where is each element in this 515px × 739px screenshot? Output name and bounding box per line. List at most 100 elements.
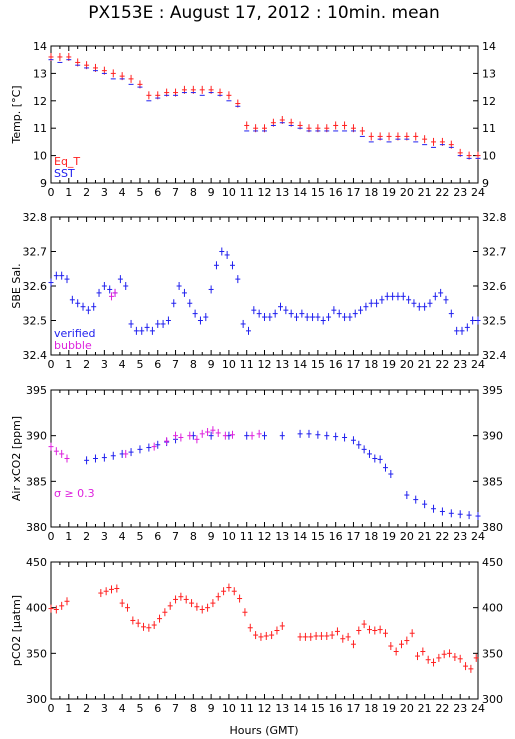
y-tick-label-right: 13 xyxy=(482,67,496,80)
x-tick-label: 18 xyxy=(364,702,378,715)
y-tick-label-left: 390 xyxy=(26,430,47,443)
y-tick-label-right: 350 xyxy=(482,647,503,660)
x-tick-label: 4 xyxy=(119,358,126,371)
x-tick-label: 12 xyxy=(258,702,272,715)
x-tick-label: 4 xyxy=(119,186,126,199)
annotation: σ ≥ 0.3 xyxy=(54,487,95,500)
x-tick-label: 6 xyxy=(154,702,161,715)
series-1 xyxy=(48,247,481,335)
legend-entry: verified xyxy=(54,327,96,340)
series-1 xyxy=(84,429,481,521)
x-tick-label: 7 xyxy=(172,358,179,371)
x-tick-label: 7 xyxy=(172,186,179,199)
x-tick-label: 20 xyxy=(400,358,414,371)
x-tick-label: 0 xyxy=(48,358,55,371)
x-tick-label: 16 xyxy=(329,186,343,199)
x-tick-label: 6 xyxy=(154,358,161,371)
series-1 xyxy=(48,583,479,673)
panel-1: 0 1 2 3 4 5 6 7 8 9 10 11 12 13 14 15 16 17 18 19 20 21 22 23 24… xyxy=(10,40,496,199)
x-tick-label: 16 xyxy=(329,702,343,715)
x-tick-label: 12 xyxy=(258,530,272,543)
y-tick-label-right: 400 xyxy=(482,602,503,615)
plot-frame xyxy=(50,45,479,184)
x-tick-label: 22 xyxy=(435,186,449,199)
y-axis-label: Air xCO2 [ppm] xyxy=(10,416,23,501)
x-tick-label: 17 xyxy=(346,186,360,199)
y-tick-label-left: 395 xyxy=(26,384,47,397)
x-tick-label: 24 xyxy=(471,530,485,543)
y-tick-label-right: 32.7 xyxy=(482,246,507,259)
panel-2: 0 1 2 3 4 5 6 7 8 9 10 11 12 13 14 15 16 17 18 19 20 21 22 23 24… xyxy=(10,211,507,371)
y-tick-label-left: 9 xyxy=(40,177,47,190)
y-tick-label-right: 32.4 xyxy=(482,349,507,362)
x-tick-label: 1 xyxy=(65,530,72,543)
x-tick-label: 16 xyxy=(329,530,343,543)
y-tick-label-left: 32.5 xyxy=(23,315,48,328)
y-tick-label-right: 12 xyxy=(482,95,496,108)
x-tick-label: 14 xyxy=(293,186,307,199)
legend-entry: SST xyxy=(54,167,75,180)
x-tick-label: 9 xyxy=(208,702,215,715)
x-tick-label: 3 xyxy=(101,530,108,543)
plot-frame xyxy=(50,561,479,700)
x-tick-label: 10 xyxy=(222,186,236,199)
x-tick-label: 5 xyxy=(136,702,143,715)
x-tick-label: 6 xyxy=(154,530,161,543)
x-tick-label: 0 xyxy=(48,530,55,543)
y-tick-label-right: 300 xyxy=(482,693,503,706)
series-2 xyxy=(48,59,481,159)
x-tick-label: 3 xyxy=(101,358,108,371)
x-tick-label: 20 xyxy=(400,186,414,199)
x-tick-label: 23 xyxy=(453,358,467,371)
x-tick-label: 10 xyxy=(222,358,236,371)
series-2 xyxy=(108,288,118,301)
y-axis-label: SBE Sal. xyxy=(10,263,23,308)
x-tick-label: 13 xyxy=(275,702,289,715)
y-tick-label-right: 450 xyxy=(482,556,503,569)
x-tick-label: 19 xyxy=(382,186,396,199)
x-tick-label: 20 xyxy=(400,530,414,543)
x-tick-label: 11 xyxy=(240,358,254,371)
x-tick-label: 5 xyxy=(136,530,143,543)
x-tick-label: 2 xyxy=(83,702,90,715)
y-tick-label-left: 14 xyxy=(33,40,47,53)
x-tick-label: 2 xyxy=(83,186,90,199)
x-tick-label: 6 xyxy=(154,186,161,199)
x-tick-label: 21 xyxy=(418,186,432,199)
chart-title: PX153E : August 17, 2012 : 10min. mean xyxy=(88,3,439,23)
x-tick-label: 15 xyxy=(311,186,325,199)
y-tick-label-left: 400 xyxy=(26,602,47,615)
y-tick-label-right: 390 xyxy=(482,430,503,443)
x-tick-label: 22 xyxy=(435,358,449,371)
x-tick-label: 19 xyxy=(382,702,396,715)
x-tick-label: 21 xyxy=(418,530,432,543)
x-tick-label: 10 xyxy=(222,702,236,715)
x-tick-label: 14 xyxy=(293,530,307,543)
y-axis-label: pCO2 [µatm] xyxy=(10,595,23,666)
x-tick-label: 4 xyxy=(119,702,126,715)
x-tick-label: 21 xyxy=(418,702,432,715)
x-tick-label: 7 xyxy=(172,702,179,715)
x-tick-label: 16 xyxy=(329,358,343,371)
x-tick-label: 19 xyxy=(382,358,396,371)
y-tick-label-left: 32.8 xyxy=(23,211,48,224)
series-1 xyxy=(48,52,481,160)
x-tick-label: 14 xyxy=(293,358,307,371)
y-tick-label-left: 380 xyxy=(26,521,47,534)
y-tick-label-left: 11 xyxy=(33,122,47,135)
x-tick-label: 11 xyxy=(240,702,254,715)
x-tick-label: 9 xyxy=(208,530,215,543)
x-tick-label: 18 xyxy=(364,186,378,199)
y-tick-label-right: 380 xyxy=(482,521,503,534)
x-tick-label: 3 xyxy=(101,702,108,715)
x-tick-label: 19 xyxy=(382,530,396,543)
x-tick-label: 3 xyxy=(101,186,108,199)
x-tick-label: 8 xyxy=(190,530,197,543)
y-tick-label-right: 395 xyxy=(482,384,503,397)
plot-frame xyxy=(50,216,479,356)
x-tick-label: 24 xyxy=(471,702,485,715)
x-axis-label: Hours (GMT) xyxy=(229,724,298,737)
panels: 0 1 2 3 4 5 6 7 8 9 10 11 12 13 14 15 16 17 18 19 20 21 22 23 24… xyxy=(10,40,507,715)
y-tick-label-left: 300 xyxy=(26,693,47,706)
